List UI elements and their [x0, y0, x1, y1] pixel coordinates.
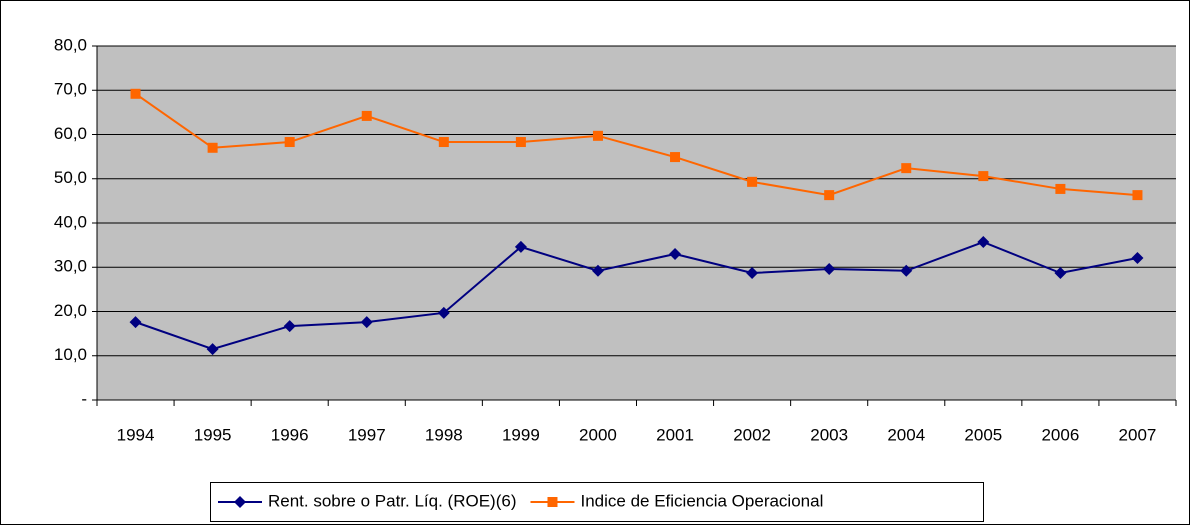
y-tick-label: 70,0: [54, 80, 87, 99]
data-point: [670, 152, 681, 163]
data-point: [746, 267, 759, 280]
data-point: [361, 110, 372, 121]
data-point: [591, 264, 604, 277]
data-point: [438, 137, 449, 148]
x-tick-label: 2004: [887, 425, 925, 444]
data-point: [592, 130, 603, 141]
y-tick-label: 40,0: [54, 212, 87, 231]
x-tick-label: 2002: [733, 425, 771, 444]
series-line: [135, 240, 1138, 351]
data-point: [1132, 190, 1143, 201]
x-tick-label: 1999: [502, 425, 540, 444]
x-tick-label: 2003: [810, 425, 848, 444]
x-tick-label: 2001: [656, 425, 694, 444]
y-tick-label: 30,0: [54, 257, 87, 276]
data-point: [823, 263, 836, 276]
data-point: [1054, 267, 1067, 280]
data-point: [747, 176, 758, 187]
data-point: [284, 137, 295, 148]
legend-label: Rent. sobre o Patr. Líq. (ROE)(6): [268, 491, 516, 510]
data-point: [901, 163, 912, 174]
y-tick-label: 50,0: [54, 168, 87, 187]
x-tick-label: 1998: [425, 425, 463, 444]
y-tick-label: 60,0: [54, 124, 87, 143]
legend-marker: [234, 496, 246, 508]
legend-label: Indice de Eficiencia Operacional: [580, 491, 823, 510]
series-line: [134, 92, 1138, 197]
x-tick-label: 1996: [271, 425, 309, 444]
data-point: [900, 264, 913, 277]
x-tick-label: 2007: [1119, 425, 1157, 444]
legend-marker: [547, 497, 558, 507]
data-point: [437, 306, 450, 319]
x-tick-label: 1995: [194, 425, 232, 444]
y-tick-label: 10,0: [54, 345, 87, 364]
data-point: [669, 247, 682, 260]
data-point: [514, 240, 527, 253]
data-point: [207, 142, 218, 153]
y-tick-label: -: [81, 389, 87, 408]
x-tick-label: 2005: [964, 425, 1002, 444]
data-point: [824, 190, 835, 201]
data-point: [130, 88, 141, 99]
x-tick-label: 2006: [1041, 425, 1079, 444]
data-point: [1131, 251, 1144, 264]
data-point: [129, 316, 142, 329]
data-point: [360, 316, 373, 329]
data-point: [977, 236, 990, 249]
x-tick-label: 1994: [117, 425, 155, 444]
data-point: [206, 343, 219, 356]
data-point: [283, 320, 296, 333]
x-tick-label: 2000: [579, 425, 617, 444]
y-tick-label: 20,0: [54, 301, 87, 320]
data-point: [978, 171, 989, 182]
data-point: [1055, 183, 1066, 194]
y-tick-label: 80,0: [54, 35, 87, 54]
x-tick-label: 1997: [348, 425, 386, 444]
data-point: [515, 137, 526, 148]
legend-box: [210, 482, 984, 522]
